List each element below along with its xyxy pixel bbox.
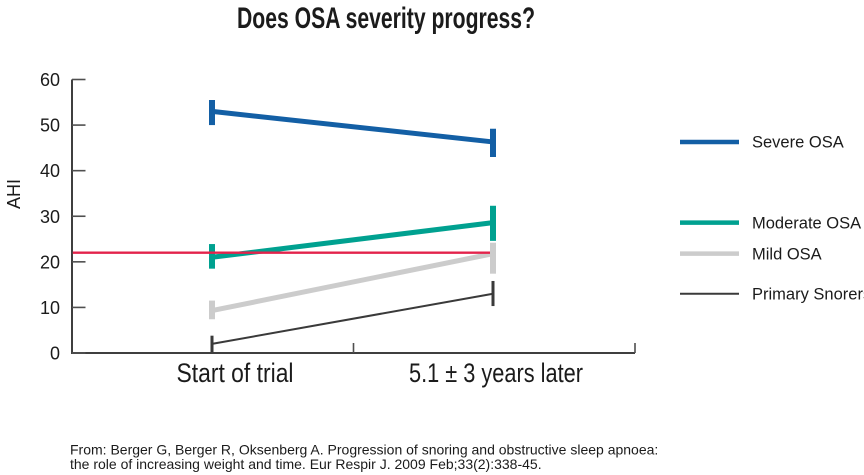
y-tick-label: 30	[40, 207, 60, 227]
chart-title: Does OSA severity progress?	[237, 2, 535, 35]
series-line	[211, 292, 494, 345]
legend-item-moderate-osa: Moderate OSA	[680, 214, 861, 232]
y-tick-label: 40	[40, 161, 60, 181]
series-line	[211, 108, 494, 145]
y-tick-label: 0	[50, 344, 60, 364]
y-tick-label: 20	[40, 252, 60, 272]
legend-label: Primary Snorers	[752, 286, 864, 304]
y-tick-label: 60	[40, 70, 60, 90]
x-category-label: 5.1 ± 3 years later	[409, 358, 583, 388]
legend-item-primary-snorers: Primary Snorers	[680, 286, 864, 304]
legend-item-mild-osa: Mild OSA	[680, 245, 822, 263]
legend-label: Moderate OSA	[752, 214, 861, 232]
series-primary-snorers	[210, 280, 495, 353]
y-axis-label: AHI	[4, 179, 24, 209]
legend-item-severe-osa: Severe OSA	[680, 134, 844, 152]
series-line	[211, 251, 494, 314]
legend: Severe OSA Moderate OSA Mild OSA Primary Sn…	[680, 134, 864, 304]
series-moderate-osa	[209, 205, 496, 269]
axes: 0 10 20 30 40 50 60 Start of trial 5.1 ± 3 years…	[40, 70, 636, 388]
citation-line-1: From: Berger G, Berger R, Oksenberg A. P…	[70, 442, 658, 458]
y-tick-label: 10	[40, 298, 60, 318]
series-layer	[209, 100, 496, 353]
y-tick-label: 50	[40, 116, 60, 136]
legend-label: Mild OSA	[752, 245, 822, 263]
legend-label: Severe OSA	[752, 134, 844, 152]
x-category-label: Start of trial	[177, 358, 294, 388]
series-mild-osa	[209, 242, 496, 320]
citation-line-2: the role of increasing weight and time. …	[70, 456, 542, 472]
series-line	[211, 220, 494, 260]
series-severe-osa	[209, 100, 496, 157]
